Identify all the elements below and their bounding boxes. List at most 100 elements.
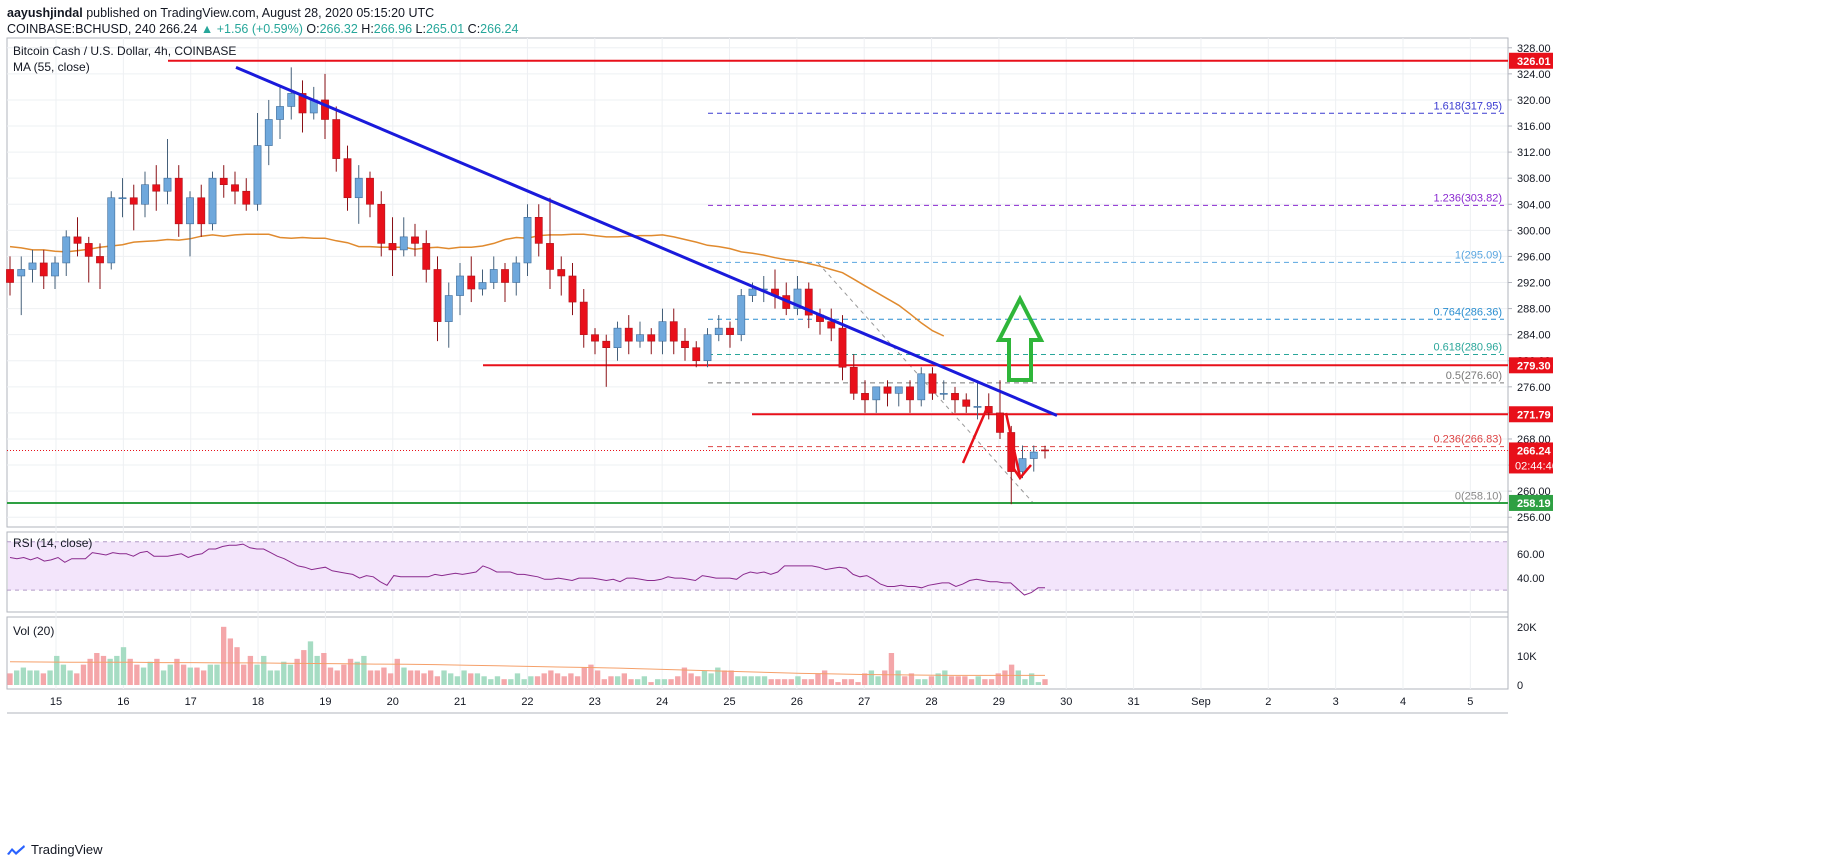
volume-bar xyxy=(334,670,340,685)
volume-bar xyxy=(568,673,574,685)
volume-bars xyxy=(7,626,1048,685)
volume-bar xyxy=(294,658,300,685)
candle-body xyxy=(658,321,667,342)
high-label: H: xyxy=(361,22,374,36)
time-tick-label: 29 xyxy=(993,696,1005,708)
candle xyxy=(28,249,37,283)
volume-bar xyxy=(942,670,948,685)
volume-bar xyxy=(755,676,761,685)
volume-bar xyxy=(935,673,941,685)
candle xyxy=(906,380,914,413)
candle-body xyxy=(118,197,127,200)
volume-bar xyxy=(80,664,87,685)
volume-bar xyxy=(601,679,607,685)
volume-bar xyxy=(808,679,814,685)
candle-body xyxy=(804,288,813,316)
close-label: C: xyxy=(467,22,481,36)
time-tick-label: Sep xyxy=(1191,696,1211,708)
candle-body xyxy=(1041,449,1049,452)
price-tag-271: 271.79 xyxy=(1509,406,1553,423)
volume-bar xyxy=(187,667,193,685)
candle-body xyxy=(332,119,341,159)
author[interactable]: aayushjindal xyxy=(7,6,83,20)
candle xyxy=(602,334,611,387)
candle-body xyxy=(714,327,723,335)
volume-bar xyxy=(468,673,474,685)
volume-bar xyxy=(140,667,147,685)
volume-bar xyxy=(20,667,27,685)
volume-bar xyxy=(788,679,794,685)
candles xyxy=(6,67,1049,505)
candle xyxy=(883,380,892,407)
candle xyxy=(512,256,521,296)
arrow-up-icon xyxy=(995,294,1045,382)
rsi-tick-label: 60.00 xyxy=(1517,549,1545,561)
price-tick-label: 328.00 xyxy=(1517,43,1551,55)
volume-bar xyxy=(968,679,975,685)
volume-bar xyxy=(501,679,507,685)
candle xyxy=(152,165,161,211)
candle xyxy=(951,386,959,413)
volume-bar xyxy=(621,673,627,685)
time-tick-label: 20 xyxy=(387,696,399,708)
candle xyxy=(96,243,104,290)
candle xyxy=(714,315,723,342)
volume-bar xyxy=(160,670,167,685)
volume-bar xyxy=(588,664,594,685)
volume-bar xyxy=(167,664,173,685)
candle-body xyxy=(838,327,847,368)
candle-body xyxy=(264,119,273,146)
volume-bar xyxy=(648,682,654,685)
volume-bar xyxy=(147,661,153,685)
candle xyxy=(264,99,273,166)
last-price: 266.24 xyxy=(159,22,198,36)
candle xyxy=(51,256,59,290)
candle xyxy=(399,217,408,257)
volume-bar xyxy=(354,661,360,685)
volume-bar xyxy=(261,655,267,685)
volume-bar xyxy=(214,664,220,685)
countdown-bg xyxy=(1509,457,1553,474)
volume-bar xyxy=(87,658,93,685)
candle-body xyxy=(996,412,1004,433)
candle-body xyxy=(343,158,352,199)
time-tick-label: 23 xyxy=(589,696,601,708)
candle-body xyxy=(186,197,194,225)
candle xyxy=(804,282,813,329)
candle-body xyxy=(613,327,622,349)
volume-bar xyxy=(428,670,434,685)
volume-bar xyxy=(995,673,1001,685)
volume-bar xyxy=(1008,664,1015,685)
volume-bar xyxy=(561,676,567,685)
candle-body xyxy=(444,295,453,322)
price-tag-258: 258.19 xyxy=(1509,494,1553,511)
volume-bar xyxy=(781,679,788,685)
brand-label[interactable]: TradingView xyxy=(31,842,103,857)
volume-bar xyxy=(982,679,988,685)
time-tick-label: 17 xyxy=(185,696,197,708)
price-tag-279-label: 279.30 xyxy=(1517,360,1551,372)
volume-bar xyxy=(381,667,387,685)
publish-info: aayushjindal published on TradingView.co… xyxy=(7,6,434,22)
time-tick-label: 18 xyxy=(252,696,264,708)
volume-bar xyxy=(761,676,768,685)
candle-body xyxy=(962,399,971,407)
volume-bar xyxy=(341,664,347,685)
candle-body xyxy=(568,275,577,303)
volume-bar xyxy=(461,670,467,685)
candle-body xyxy=(861,393,869,401)
candle-body xyxy=(591,334,599,342)
volume-bar xyxy=(902,676,908,685)
candle xyxy=(579,289,588,348)
volume-bar xyxy=(1015,670,1021,685)
candle-body xyxy=(737,295,746,335)
candle xyxy=(546,197,554,290)
candle xyxy=(332,106,341,172)
volume-bar xyxy=(875,676,881,685)
symbol-label: COINBASE:BCHUSD, 240 xyxy=(7,22,156,36)
ma55-line xyxy=(9,233,945,337)
volume-bar xyxy=(688,673,694,685)
price-tag-last-bg xyxy=(1509,442,1553,459)
price-tag-last-label: 266.24 xyxy=(1517,445,1552,457)
